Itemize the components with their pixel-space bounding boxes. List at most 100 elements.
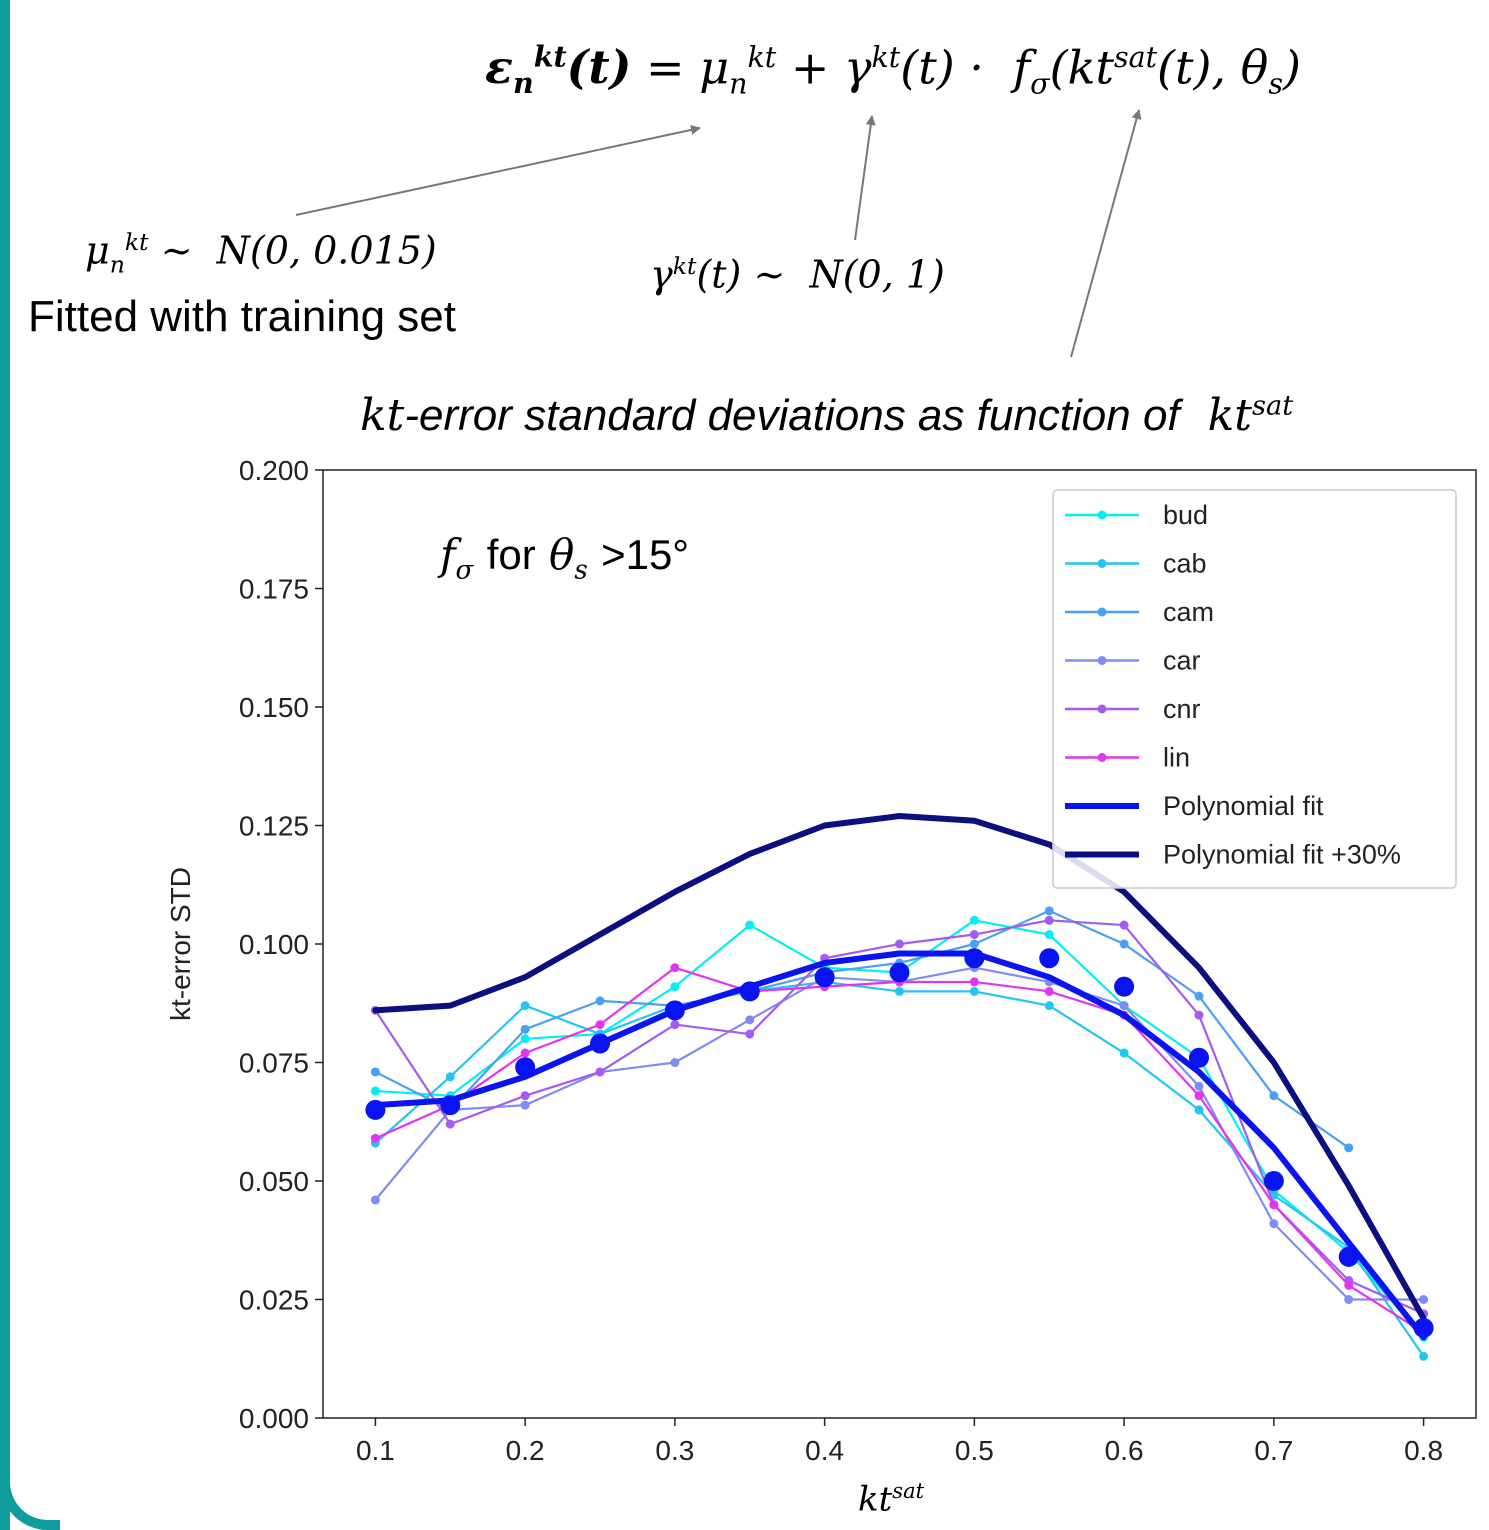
mean-point <box>1114 976 1135 997</box>
data-point-car <box>745 1015 755 1025</box>
left-frame-border <box>0 0 10 1530</box>
data-point-cam <box>520 1024 530 1034</box>
data-point-car <box>1194 1081 1204 1091</box>
mean-point <box>964 948 985 969</box>
gamma-distribution: γkt(t) ~ N(0, 1) <box>650 252 945 297</box>
data-point-lin <box>670 963 680 973</box>
x-axis-label: ktsat <box>858 1478 925 1520</box>
data-point-cnr <box>745 1029 755 1039</box>
legend-label: Polynomial fit <box>1163 791 1324 821</box>
data-point-car <box>670 1058 680 1067</box>
data-point-bud <box>969 915 979 925</box>
mean-point <box>440 1095 461 1116</box>
mean-point <box>664 1000 685 1021</box>
data-point-cnr <box>1044 915 1054 925</box>
data-point-cam <box>1344 1143 1354 1153</box>
y-tick-label: 0.125 <box>239 811 309 842</box>
legend-marker <box>1097 607 1107 617</box>
data-point-cam <box>370 1067 380 1077</box>
x-tick-label: 0.5 <box>955 1435 994 1466</box>
arrow-to-gamma <box>854 115 876 241</box>
x-tick-label: 0.3 <box>655 1435 694 1466</box>
y-axis-label: kt-error STD <box>165 867 196 1021</box>
data-point-lin <box>595 1020 605 1030</box>
data-point-cab <box>969 986 979 996</box>
mean-point <box>590 1033 611 1054</box>
data-point-car <box>1344 1295 1354 1304</box>
y-tick-label: 0.025 <box>239 1285 309 1316</box>
arrow-to-mu <box>295 125 701 216</box>
x-tick-label: 0.2 <box>506 1435 545 1466</box>
legend-label: lin <box>1163 743 1190 773</box>
data-point-cab <box>1044 1001 1054 1011</box>
mean-point <box>1413 1317 1434 1338</box>
chart-subtitle: kt-error standard deviations as function… <box>360 390 1294 441</box>
x-tick-label: 0.7 <box>1254 1435 1293 1466</box>
inset-label: fσ for θs >15° <box>440 530 690 586</box>
y-tick-label: 0.100 <box>239 929 309 960</box>
data-point-lin <box>1044 986 1054 996</box>
y-tick-label: 0.200 <box>239 455 309 486</box>
data-point-cab <box>1419 1351 1429 1361</box>
legend-label: car <box>1163 646 1201 676</box>
data-point-cnr <box>1194 1010 1204 1020</box>
x-tick-label: 0.1 <box>356 1435 395 1466</box>
legend-marker <box>1097 559 1107 568</box>
mean-point <box>1263 1171 1284 1191</box>
data-point-cnr <box>595 1067 605 1077</box>
legend-label: bud <box>1163 500 1208 530</box>
data-point-lin <box>1344 1280 1354 1290</box>
annotation-arrows <box>295 109 1142 358</box>
mean-point <box>515 1057 536 1078</box>
mean-point <box>739 981 760 1002</box>
data-point-cnr <box>445 1119 455 1129</box>
data-point-car <box>520 1100 530 1110</box>
data-point-lin <box>969 977 979 987</box>
data-point-cam <box>1194 991 1204 1001</box>
data-point-cab <box>445 1072 455 1082</box>
data-point-lin <box>1194 1091 1204 1101</box>
data-point-cam <box>595 996 605 1006</box>
legend-label: cnr <box>1163 694 1201 724</box>
legend-box <box>1052 489 1457 889</box>
legend: bud cab cam car cnr lin Polynomial fit Polynomi… <box>1052 489 1457 889</box>
data-point-car <box>1269 1219 1279 1229</box>
frame-corner <box>0 1470 60 1530</box>
mu-note: Fitted with training set <box>28 292 456 341</box>
mean-point <box>814 967 835 988</box>
data-point-cnr <box>1119 920 1129 930</box>
legend-marker <box>1097 656 1107 665</box>
series-line-polynomial-fit <box>372 950 1427 1341</box>
legend-label: cam <box>1163 597 1214 627</box>
legend-marker <box>1097 753 1107 762</box>
data-point-cam <box>1044 906 1054 916</box>
mean-point <box>1039 948 1060 969</box>
legend-label: Polynomial fit +30% <box>1163 840 1401 870</box>
data-point-cam <box>1119 939 1129 949</box>
data-point-cam <box>969 939 979 949</box>
legend-marker <box>1097 704 1107 714</box>
error-model-formula: εnkt(t) = μnkt + γkt(t) · fσ(ktsat(t), θ… <box>485 40 1301 101</box>
data-point-cnr <box>969 930 979 940</box>
y-tick-label: 0.175 <box>239 574 309 605</box>
data-point-cab <box>895 986 904 996</box>
data-point-bud <box>1044 930 1054 940</box>
data-point-car <box>370 1195 380 1205</box>
data-point-car <box>1119 1001 1129 1011</box>
y-tick-label: 0.075 <box>239 1048 309 1079</box>
series-group <box>365 813 1434 1361</box>
data-point-cnr <box>895 939 904 949</box>
series-line-cam <box>374 909 1350 1149</box>
data-point-lin <box>370 1133 380 1143</box>
mean-point <box>1338 1246 1359 1267</box>
mean-point <box>1188 1047 1209 1068</box>
mean-point <box>365 1099 386 1120</box>
mean-point <box>889 962 910 983</box>
data-point-cab <box>1119 1048 1129 1058</box>
x-tick-label: 0.4 <box>805 1435 844 1466</box>
data-point-cab <box>520 1001 530 1011</box>
data-point-cam <box>1269 1091 1279 1101</box>
mu-distribution: μnkt ~ N(0, 0.015) <box>85 228 437 279</box>
data-point-bud <box>670 982 680 992</box>
